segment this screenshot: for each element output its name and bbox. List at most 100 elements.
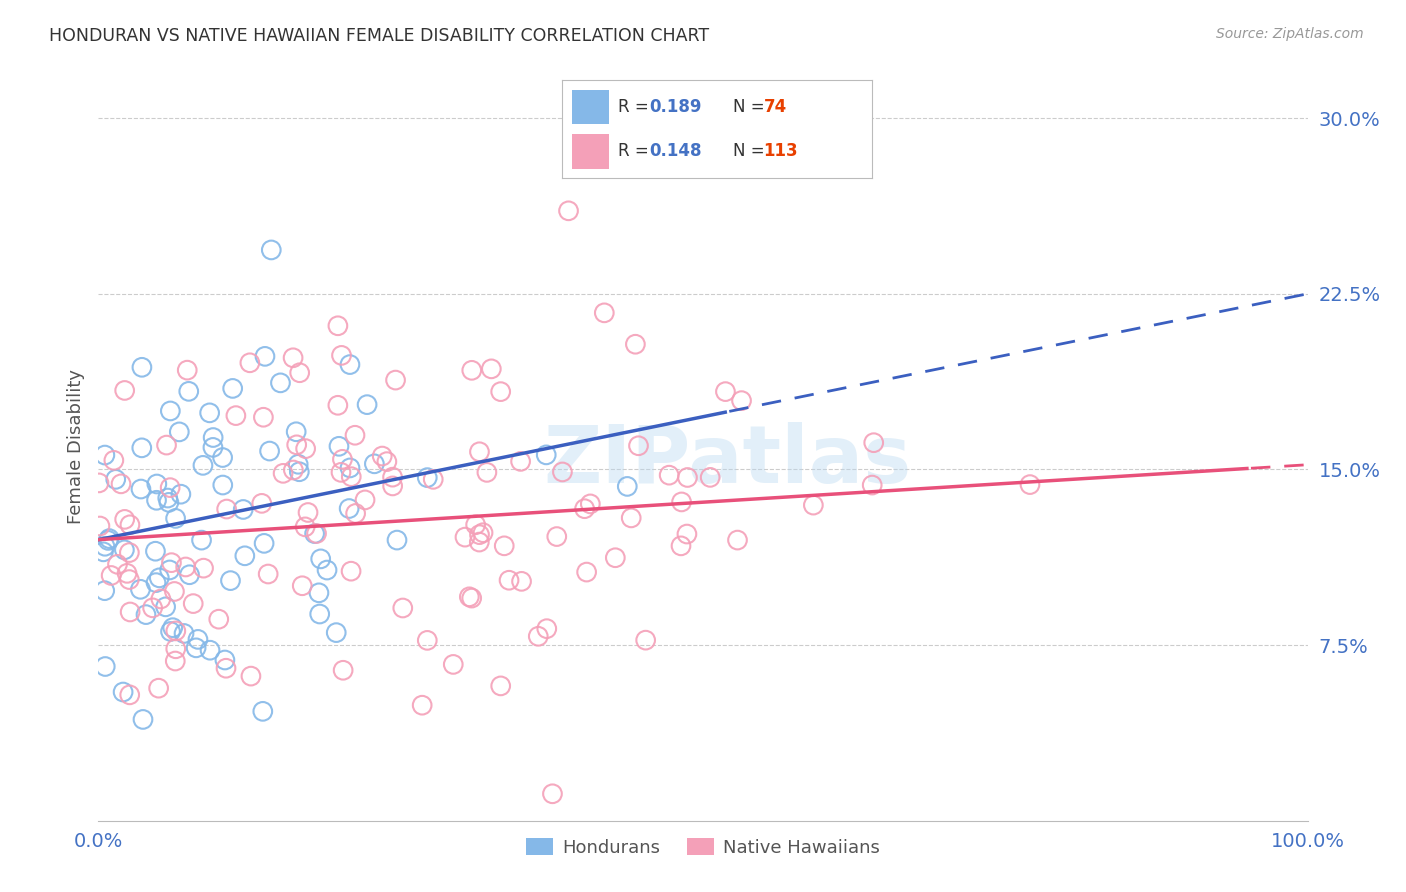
Point [416,633,439,648]
Point [460,591,482,606]
Point [411,698,433,713]
Point [381,479,404,493]
Point [326,398,349,412]
Point [676,470,699,484]
Point [211,478,233,492]
Bar [572,90,609,124]
Point [145,493,167,508]
Point [129,582,152,597]
Point [112,685,135,699]
Point [94,448,117,462]
Point [730,393,752,408]
Point [385,533,408,547]
Point [326,318,349,333]
Point [527,629,550,643]
Point [129,482,152,496]
Point [260,243,283,257]
Point [1019,477,1042,491]
Point [416,470,439,484]
Text: Source: ZipAtlas.com: Source: ZipAtlas.com [1216,27,1364,41]
Point [114,384,136,398]
Text: N =: N = [733,143,769,161]
Point [181,597,204,611]
Point [330,348,353,362]
Point [179,567,201,582]
Point [214,653,236,667]
Point [472,525,495,540]
Point [579,497,602,511]
Point [458,590,481,604]
Point [131,441,153,455]
Point [605,550,627,565]
Text: R =: R = [619,98,654,116]
Point [225,409,247,423]
Point [215,661,238,675]
Point [174,560,197,574]
Point [157,495,180,509]
Point [118,517,141,532]
Point [714,384,737,399]
Point [669,539,692,553]
Point [546,530,568,544]
Point [190,533,212,548]
Text: 74: 74 [763,98,787,116]
Point [165,654,187,668]
Point [271,467,294,481]
Text: ZIPatlas: ZIPatlas [543,422,911,500]
Point [461,363,484,377]
Point [309,552,332,566]
Text: R =: R = [619,143,654,161]
Point [371,449,394,463]
Point [494,539,516,553]
Point [616,479,638,493]
Point [557,203,579,218]
Point [308,607,330,621]
Point [132,713,155,727]
Point [120,605,142,619]
Point [149,591,172,606]
Point [87,475,110,490]
Point [115,566,138,581]
Point [98,532,121,546]
Point [177,384,200,399]
Point [288,465,311,479]
Point [536,622,558,636]
Point [328,439,350,453]
Point [118,545,141,559]
Point [93,583,115,598]
Point [343,428,366,442]
Point [294,520,316,534]
Point [541,787,564,801]
Text: HONDURAN VS NATIVE HAWAIIAN FEMALE DISABILITY CORRELATION CHART: HONDURAN VS NATIVE HAWAIIAN FEMALE DISAB… [49,27,710,45]
Point [176,363,198,377]
Point [862,435,884,450]
Point [454,530,477,544]
Point [316,563,339,577]
Point [159,404,181,418]
Point [118,573,141,587]
Text: 0.189: 0.189 [650,98,702,116]
Point [422,472,444,486]
Point [104,472,127,486]
Point [620,511,643,525]
Point [94,539,117,553]
Point [297,506,319,520]
Point [221,381,243,395]
Point [441,657,464,672]
Point [593,306,616,320]
Point [344,507,367,521]
Point [165,511,187,525]
Point [145,544,167,558]
Point [259,444,281,458]
Point [332,663,354,677]
Point [634,633,657,648]
Point [173,626,195,640]
Point [103,453,125,467]
Point [269,376,291,390]
Point [288,366,311,380]
Bar [572,134,609,169]
Point [375,455,398,469]
Point [142,600,165,615]
Point [250,496,273,510]
Point [339,358,361,372]
